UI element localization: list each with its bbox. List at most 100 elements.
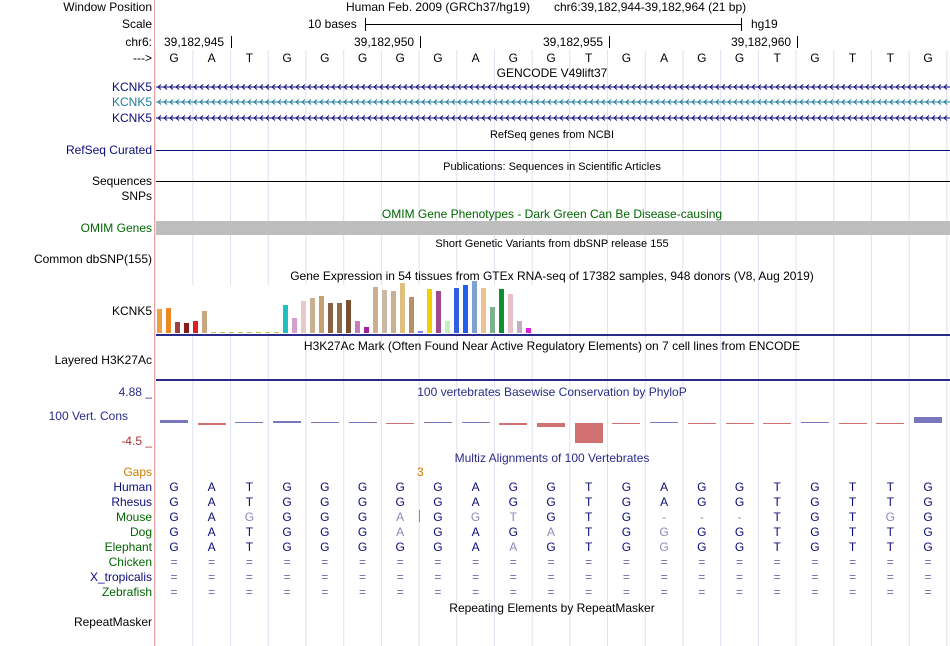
gtex-title[interactable]: Gene Expression in 54 tissues from GTEx … [290,269,814,283]
phylop-score-bar [876,423,905,424]
gtex-tissue-bar[interactable] [427,289,432,333]
gtex-tissue-bar[interactable] [220,332,225,333]
strand-chevron [745,115,750,121]
species-label[interactable]: Zebrafish [101,585,152,599]
gencode-title[interactable]: GENCODE V49lift37 [496,66,608,80]
gtex-tissue-bar[interactable] [454,288,459,333]
species-label[interactable]: Elephant [104,540,152,554]
gtex-tissue-bar[interactable] [391,291,396,333]
strand-chevron [517,99,522,105]
gtex-tissue-bar[interactable] [283,305,288,333]
gtex-tissue-bar[interactable] [193,321,198,333]
strand-chevron [751,99,756,105]
alignment-base: A [207,480,216,494]
publications-title[interactable]: Publications: Sequences in Scientific Ar… [443,161,661,173]
refseq-title[interactable]: RefSeq genes from NCBI [489,129,615,141]
gtex-tissue-bar[interactable] [238,332,243,333]
species-label[interactable]: Chicken [108,555,152,569]
h3k27ac-title[interactable]: H3K27Ac Mark (Often Found Near Active Re… [303,339,801,353]
strand-chevron [181,115,186,121]
h3k27ac-label[interactable]: Layered H3K27Ac [54,353,152,367]
strand-chevron [325,99,330,105]
gtex-tissue-bar[interactable] [463,285,468,333]
alignment-base: G [357,540,368,554]
phylop-score-bar [687,423,716,424]
gtex-tissue-bar[interactable] [211,332,216,333]
strand-chevron [841,99,846,105]
gtex-tissue-bar[interactable] [418,331,423,333]
sequences-label[interactable]: Sequences [91,174,152,188]
repeatmasker-title[interactable]: Repeating Elements by RepeatMasker [449,601,655,615]
refseq-curated-label[interactable]: RefSeq Curated [65,143,152,157]
omim-genes-label[interactable]: OMIM Genes [80,221,152,235]
alignment-base: = [735,570,743,584]
vert-cons-label[interactable]: 100 Vert. Cons [48,409,128,423]
alignment-base: G [546,480,556,494]
species-label[interactable]: X_tropicalis [89,570,152,584]
gtex-tissue-bar[interactable] [247,332,252,333]
dbsnp-title[interactable]: Short Genetic Variants from dbSNP releas… [435,238,669,250]
gtex-tissue-bar[interactable] [400,283,405,333]
gtex-tissue-bar[interactable] [184,323,189,333]
refseq-line[interactable] [156,150,950,151]
gtex-tissue-bar[interactable] [382,290,387,333]
gtex-tissue-bar[interactable] [373,287,378,333]
strand-chevron [391,99,396,105]
gtex-tissue-bar[interactable] [445,321,450,333]
gtex-tissue-bar[interactable] [337,303,342,333]
repeatmasker-label[interactable]: RepeatMasker [73,615,152,629]
gtex-tissue-bar[interactable] [175,322,180,333]
gencode-kcnk5-1-label[interactable]: KCNK5 [111,80,152,94]
gtex-tissue-bar[interactable] [274,332,279,333]
gtex-tissue-bar[interactable] [526,328,531,333]
species-label[interactable]: Mouse [115,510,152,524]
omim-gene-bar[interactable] [156,221,950,235]
gtex-tissue-bar[interactable] [517,321,522,333]
multiz-title[interactable]: Multiz Alignments of 100 Vertebrates [454,451,650,465]
strand-chevron [415,99,420,105]
gtex-tissue-bar[interactable] [436,291,441,333]
gtex-tissue-bar[interactable] [319,296,324,333]
gtex-tissue-bar[interactable] [508,294,513,333]
alignment-base: = [660,555,668,569]
sequences-line[interactable] [156,181,950,182]
species-label[interactable]: Dog [129,525,152,539]
snps-label[interactable]: SNPs [121,189,152,203]
gtex-tissue-bar[interactable] [310,298,315,333]
alignment-base: G [810,495,820,509]
gtex-tissue-bar[interactable] [409,297,414,333]
gtex-tissue-bar[interactable] [490,307,495,333]
gtex-tissue-bar[interactable] [229,332,234,333]
gencode-kcnk5-3-label[interactable]: KCNK5 [111,111,152,125]
strand-chevron [685,99,690,105]
gtex-tissue-bar[interactable] [256,332,261,333]
omim-title[interactable]: OMIM Gene Phenotypes - Dark Green Can Be… [381,207,723,221]
strand-chevron [415,115,420,121]
strand-chevron [769,115,774,121]
alignment-base: = [321,585,329,599]
gtex-tissue-bar[interactable] [346,300,351,333]
dbsnp-label[interactable]: Common dbSNP(155) [33,252,152,266]
gtex-tissue-bar[interactable] [157,309,162,333]
gencode-transcripts[interactable] [156,82,950,124]
tick-label-3: 39,182,955 [543,35,604,49]
species-label[interactable]: Rhesus [111,495,152,509]
gtex-tissue-bar[interactable] [472,281,477,333]
gtex-tissue-bar[interactable] [292,318,297,333]
gtex-tissue-bar[interactable] [328,303,333,333]
gtex-tissue-bar[interactable] [481,288,486,333]
gtex-tissue-bar[interactable] [301,301,306,333]
gtex-gene-label[interactable]: KCNK5 [111,304,152,318]
strand-chevron [205,115,210,121]
gencode-kcnk5-2-label[interactable]: KCNK5 [111,95,152,109]
gtex-tissue-bar[interactable] [265,332,270,333]
gtex-tissue-bar[interactable] [499,289,504,333]
strand-chevron [355,84,360,90]
species-label[interactable]: Human [113,480,152,494]
gtex-tissue-bar[interactable] [166,308,171,333]
phylop-title[interactable]: 100 vertebrates Basewise Conservation by… [417,385,687,399]
strand-chevron [925,99,930,105]
gtex-tissue-bar[interactable] [202,311,207,333]
gtex-tissue-bar[interactable] [364,327,369,333]
gtex-tissue-bar[interactable] [355,321,360,333]
